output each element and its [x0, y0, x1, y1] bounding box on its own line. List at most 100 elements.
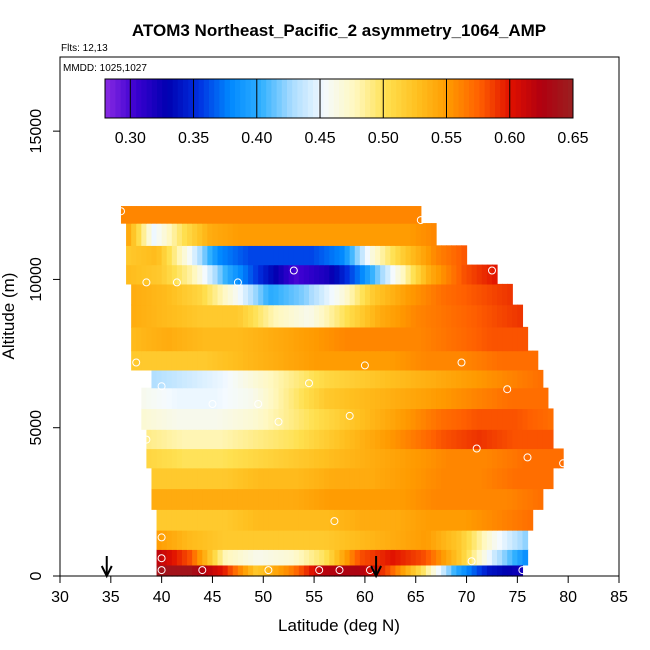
heatmap-cell — [476, 326, 483, 352]
heatmap-cell — [425, 283, 432, 306]
heatmap-cell — [278, 429, 285, 450]
colorbar-swatch — [443, 79, 449, 118]
heatmap-cell — [390, 549, 396, 566]
heatmap-cell — [359, 223, 366, 246]
heatmap-cell — [283, 326, 290, 352]
heatmap-cell — [181, 530, 188, 550]
heatmap-cell — [258, 326, 264, 352]
heatmap-cell — [390, 509, 396, 531]
heatmap-cell — [359, 369, 366, 389]
heatmap-cell — [339, 326, 346, 352]
heatmap-cell — [481, 564, 488, 577]
heatmap-cell — [309, 429, 315, 450]
heatmap-cell — [446, 549, 452, 566]
heatmap-cell — [314, 350, 320, 371]
colorbar-swatch — [167, 79, 174, 118]
heatmap-cell — [395, 387, 402, 410]
colorbar-swatch — [495, 79, 501, 118]
heatmap-cell — [288, 509, 295, 531]
heatmap-cell — [242, 223, 249, 246]
heatmap-cell — [512, 448, 518, 469]
heatmap-cell — [171, 488, 178, 510]
heatmap-cell — [324, 350, 330, 371]
heatmap-cell — [303, 530, 310, 550]
heatmap-cell — [314, 549, 320, 566]
heatmap-cell — [227, 304, 234, 328]
colorbar-swatch — [261, 79, 267, 118]
heatmap-cell — [248, 448, 254, 469]
heatmap-cell — [217, 387, 224, 410]
colorbar-swatch — [245, 79, 252, 118]
heatmap-cell — [507, 530, 513, 550]
heatmap-cell — [278, 467, 285, 490]
heatmap-cell — [451, 304, 457, 328]
heatmap-cell — [354, 350, 361, 371]
heatmap-cell — [512, 530, 518, 550]
heatmap-cell — [319, 264, 325, 285]
heatmap-cell — [491, 509, 498, 531]
heatmap-cell — [136, 283, 142, 306]
heatmap-cell — [212, 206, 219, 224]
heatmap-cell — [522, 350, 529, 371]
heatmap-cell — [497, 448, 503, 469]
heatmap-cell — [405, 223, 412, 246]
heatmap-cell — [446, 387, 452, 410]
colorbar-swatch — [224, 79, 231, 118]
heatmap-cell — [232, 549, 239, 566]
heatmap-cell — [532, 467, 539, 490]
heatmap-cell — [461, 564, 468, 577]
heatmap-cell — [339, 223, 346, 246]
heatmap-cell — [263, 283, 269, 306]
heatmap-cell — [436, 467, 442, 490]
heatmap-cell — [456, 369, 463, 389]
heatmap-cell — [502, 326, 508, 352]
heatmap-cell — [441, 264, 447, 285]
sample-point — [315, 566, 324, 575]
heatmap-cell — [293, 488, 300, 510]
heatmap-cell — [329, 245, 336, 266]
heatmap-cell — [436, 326, 442, 352]
heatmap-cell — [380, 549, 386, 566]
heatmap-cell — [395, 429, 402, 450]
heatmap-cell — [192, 245, 198, 266]
heatmap-cell — [517, 564, 524, 577]
colorbar-swatch — [162, 79, 168, 118]
heatmap-cell — [263, 429, 269, 450]
heatmap-cell — [329, 467, 336, 490]
heatmap-cell — [192, 304, 198, 328]
heatmap-cell — [181, 387, 188, 410]
heatmap-cell — [522, 369, 529, 389]
heatmap-cell — [385, 408, 391, 430]
heatmap-cell — [466, 408, 473, 430]
heatmap-cell — [436, 564, 442, 577]
heatmap-cell — [176, 429, 183, 450]
heatmap-cell — [161, 264, 168, 285]
heatmap-cell — [339, 549, 346, 566]
heatmap-cell — [222, 326, 229, 352]
heatmap-cell — [242, 245, 249, 266]
heatmap-cell — [237, 223, 244, 246]
heatmap-cell — [293, 564, 300, 577]
heatmap-cell — [430, 530, 437, 550]
heatmap-cell — [400, 350, 407, 371]
colorbar-swatch — [479, 79, 486, 118]
heatmap-cell — [242, 387, 249, 410]
heatmap-cell — [166, 509, 173, 531]
sample-point — [360, 361, 369, 370]
heatmap-cell — [354, 488, 361, 510]
heatmap-cell — [207, 429, 214, 450]
heatmap-cell — [176, 283, 183, 306]
heatmap-cell — [344, 564, 351, 577]
heatmap-cell — [242, 350, 249, 371]
heatmap-cell — [268, 283, 275, 306]
colorbar-swatch — [547, 79, 553, 118]
heatmap-cell — [522, 387, 529, 410]
heatmap-cell — [375, 283, 381, 306]
sample-point — [457, 358, 466, 367]
heatmap-cell — [217, 326, 224, 352]
heatmap-cell — [502, 564, 508, 577]
heatmap-cell — [202, 350, 208, 371]
heatmap-cell — [476, 429, 483, 450]
heatmap-cell — [166, 223, 173, 246]
